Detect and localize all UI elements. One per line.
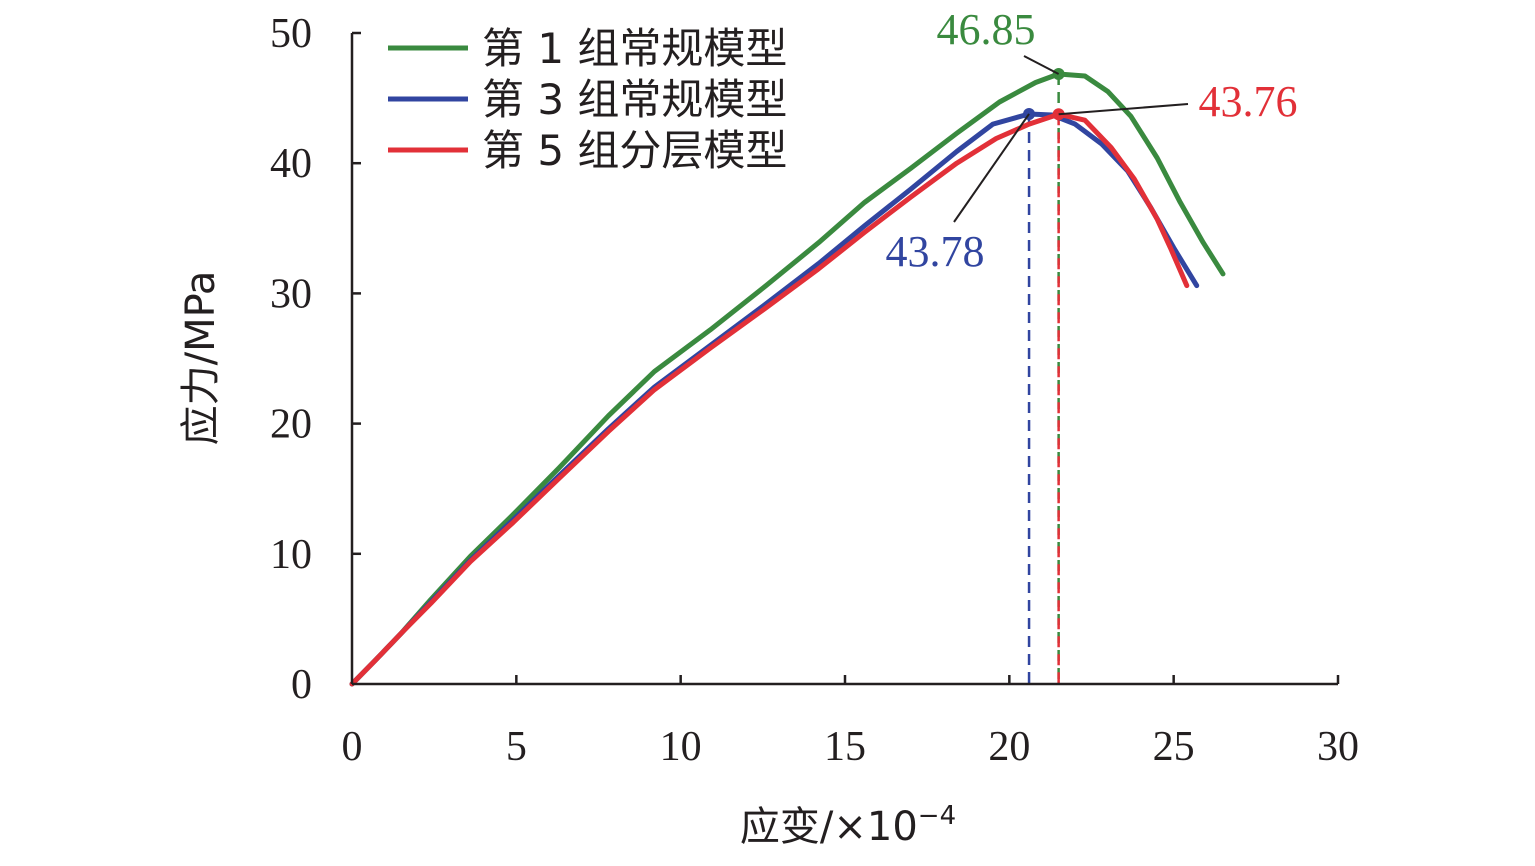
y-tick-label: 30 (270, 271, 312, 317)
y-axis-title: 应力/MPa (178, 271, 224, 446)
peak-leader-line (1058, 103, 1189, 116)
x-tick-label: 25 (1153, 724, 1195, 770)
series-line (349, 71, 1226, 687)
legend-label: 第 5 组分层模型 (482, 126, 787, 175)
y-tick-label: 40 (270, 141, 312, 187)
legend-label: 第 1 组常规模型 (482, 24, 787, 73)
x-tick-label: 15 (824, 724, 866, 770)
legend-label: 第 3 组常规模型 (482, 75, 787, 124)
ticks: 0 5 10 15 20 25 30 0 10 20 30 40 50 (270, 11, 1359, 770)
plot-area (349, 68, 1226, 687)
x-tick-label: 30 (1317, 724, 1359, 770)
series-line (349, 111, 1190, 687)
x-tick-label: 20 (988, 724, 1030, 770)
peak-annotations: 46.85 43.78 43.76 (886, 5, 1298, 276)
x-axis-title-exponent: −4 (918, 801, 956, 831)
peak-leader-line (1023, 55, 1060, 75)
peak-value-label: 43.78 (886, 227, 985, 276)
x-tick-label: 10 (660, 724, 702, 770)
y-tick-label: 0 (291, 662, 312, 708)
y-tick-label: 10 (270, 532, 312, 578)
peak-value-label: 43.76 (1199, 77, 1298, 126)
x-tick-label: 5 (506, 724, 527, 770)
peak-leader-line (953, 113, 1030, 223)
peak-value-label: 46.85 (937, 5, 1036, 54)
x-axis-title: 应变/×10−4 (740, 801, 956, 850)
x-axis-title-text: 应变/×10 (740, 804, 918, 850)
y-tick-label: 50 (270, 11, 312, 57)
y-tick-label: 20 (270, 402, 312, 448)
x-tick-label: 0 (342, 724, 363, 770)
series-line (349, 111, 1200, 687)
